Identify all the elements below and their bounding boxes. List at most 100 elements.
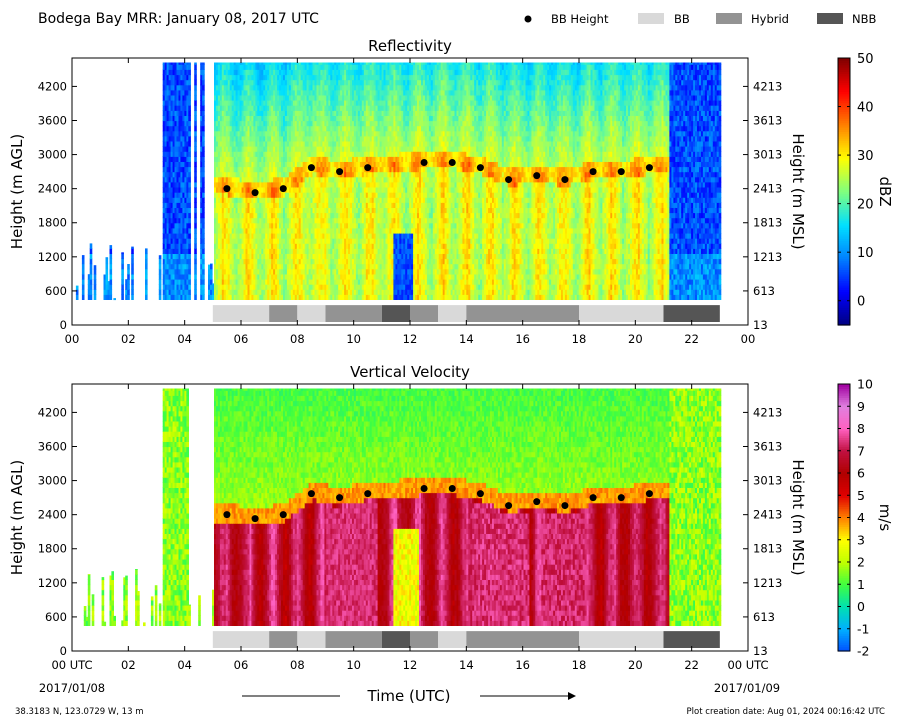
xlabel-arrow-head bbox=[568, 692, 576, 700]
bb-height-point bbox=[449, 485, 456, 492]
bb-height-point bbox=[449, 159, 456, 166]
y-tick-label: 1200 bbox=[38, 250, 67, 264]
y-tick-label: 0 bbox=[60, 318, 67, 332]
x-tick-label: 00 bbox=[65, 332, 80, 346]
bb-height-point bbox=[477, 164, 484, 171]
x-tick-label: 00 UTC bbox=[51, 658, 92, 672]
bb-height-point bbox=[533, 172, 540, 179]
x-tick-label: 22 bbox=[684, 332, 699, 346]
y-axis-label: Height (m AGL) bbox=[8, 134, 26, 249]
panel-title: Reflectivity bbox=[368, 37, 452, 55]
colorbar-tick-label: -2 bbox=[857, 644, 869, 659]
legend-nbb-label: NBB bbox=[852, 12, 876, 26]
bb-class-segment-nbb bbox=[382, 631, 410, 648]
y-tick-label-right: 1213 bbox=[753, 250, 782, 264]
y-tick-label: 600 bbox=[45, 284, 67, 298]
y-tick-label-right: 4213 bbox=[753, 79, 782, 93]
bb-height-point bbox=[280, 185, 287, 192]
colorbar-tick-label: 1 bbox=[857, 577, 865, 592]
colorbar-tick-label: 6 bbox=[857, 466, 865, 481]
bb-class-segment-hybrid bbox=[269, 631, 297, 648]
colorbar-label: m/s bbox=[876, 504, 894, 532]
y-tick-label: 2400 bbox=[38, 182, 67, 196]
y-tick-label-right: 3613 bbox=[753, 113, 782, 127]
y-tick-label-right: 1813 bbox=[753, 542, 782, 556]
bb-height-point bbox=[223, 511, 230, 518]
bb-class-segment-hybrid bbox=[326, 305, 382, 322]
legend-bb-height-dot bbox=[525, 16, 532, 23]
y-tick-label: 4200 bbox=[38, 405, 67, 419]
x-tick-label: 02 bbox=[121, 332, 136, 346]
x-tick-label: 16 bbox=[515, 332, 530, 346]
colorbar-tick-label: 50 bbox=[857, 52, 874, 67]
colorbar-tick-label: 0 bbox=[857, 599, 865, 614]
bb-height-point bbox=[421, 485, 428, 492]
x-tick-label: 14 bbox=[459, 658, 474, 672]
bb-class-segment-bb bbox=[579, 631, 664, 648]
bb-class-segment-bb bbox=[579, 305, 664, 322]
y-axis-label: Height (m AGL) bbox=[8, 460, 26, 575]
y-tick-label: 3600 bbox=[38, 113, 67, 127]
y-tick-label: 3000 bbox=[38, 148, 67, 162]
y-tick-label-right: 1813 bbox=[753, 216, 782, 230]
figure: Bodega Bay MRR: January 08, 2017 UTC BB … bbox=[0, 0, 900, 725]
x-tick-label: 14 bbox=[459, 332, 474, 346]
heatmap-field bbox=[76, 63, 721, 301]
y-axis-label-right: Height (m MSL) bbox=[789, 459, 807, 575]
bb-height-point bbox=[336, 494, 343, 501]
bb-height-point bbox=[590, 168, 597, 175]
x-tick-label: 00 UTC bbox=[727, 658, 768, 672]
figure-title: Bodega Bay MRR: January 08, 2017 UTC bbox=[38, 11, 319, 27]
x-tick-label: 10 bbox=[346, 658, 361, 672]
colorbar-tick-label: 9 bbox=[857, 399, 865, 414]
colorbar-label: dBZ bbox=[876, 176, 894, 206]
x-tick-label: 20 bbox=[628, 658, 643, 672]
bb-class-segment-nbb bbox=[382, 305, 410, 322]
colorbar-tick-label: -1 bbox=[857, 621, 869, 636]
bb-height-point bbox=[505, 502, 512, 509]
colorbar-tick-label: 0 bbox=[857, 295, 865, 310]
bb-height-point bbox=[618, 168, 625, 175]
x-tick-label: 00 bbox=[741, 332, 756, 346]
colorbar-tick-label: 5 bbox=[857, 488, 865, 503]
bb-class-segment-bb bbox=[297, 631, 325, 648]
bb-height-point bbox=[364, 490, 371, 497]
legend: BB Height BB Hybrid NBB bbox=[525, 12, 877, 26]
bb-classification-bar bbox=[213, 631, 720, 648]
bb-height-point bbox=[223, 185, 230, 192]
y-tick-label-right: 613 bbox=[753, 610, 775, 624]
y-tick-label: 600 bbox=[45, 610, 67, 624]
y-tick-label: 2400 bbox=[38, 508, 67, 522]
bb-height-point bbox=[561, 176, 568, 183]
bb-class-segment-nbb bbox=[664, 305, 720, 322]
bb-class-segment-hybrid bbox=[410, 631, 438, 648]
colorbar-tick-label: 8 bbox=[857, 421, 865, 436]
bb-class-segment-bb bbox=[438, 305, 466, 322]
y-tick-label-right: 13 bbox=[753, 318, 768, 332]
legend-hybrid-patch bbox=[716, 13, 742, 24]
x-tick-label: 12 bbox=[403, 658, 418, 672]
panel-title: Vertical Velocity bbox=[350, 363, 470, 381]
x-tick-label: 10 bbox=[346, 332, 361, 346]
bb-height-point bbox=[308, 490, 315, 497]
bb-height-point bbox=[364, 164, 371, 171]
bb-height-point bbox=[308, 164, 315, 171]
legend-bb-label: BB bbox=[674, 12, 690, 26]
y-tick-label-right: 4213 bbox=[753, 405, 782, 419]
bb-height-point bbox=[618, 494, 625, 501]
colorbar-tick-label: 20 bbox=[857, 198, 874, 213]
bb-height-point bbox=[505, 176, 512, 183]
y-tick-label-right: 2413 bbox=[753, 508, 782, 522]
end-date: 2017/01/09 bbox=[714, 681, 780, 695]
y-tick-label: 3600 bbox=[38, 439, 67, 453]
colorbar-tick-label: 30 bbox=[857, 149, 874, 164]
bb-height-point bbox=[252, 189, 259, 196]
colorbar-tick-label: 10 bbox=[857, 246, 874, 261]
x-tick-label: 06 bbox=[234, 332, 249, 346]
bb-class-segment-nbb bbox=[664, 631, 720, 648]
x-tick-label: 18 bbox=[572, 658, 587, 672]
y-tick-label: 3000 bbox=[38, 474, 67, 488]
colorbar-tick-label: 2 bbox=[857, 555, 865, 570]
